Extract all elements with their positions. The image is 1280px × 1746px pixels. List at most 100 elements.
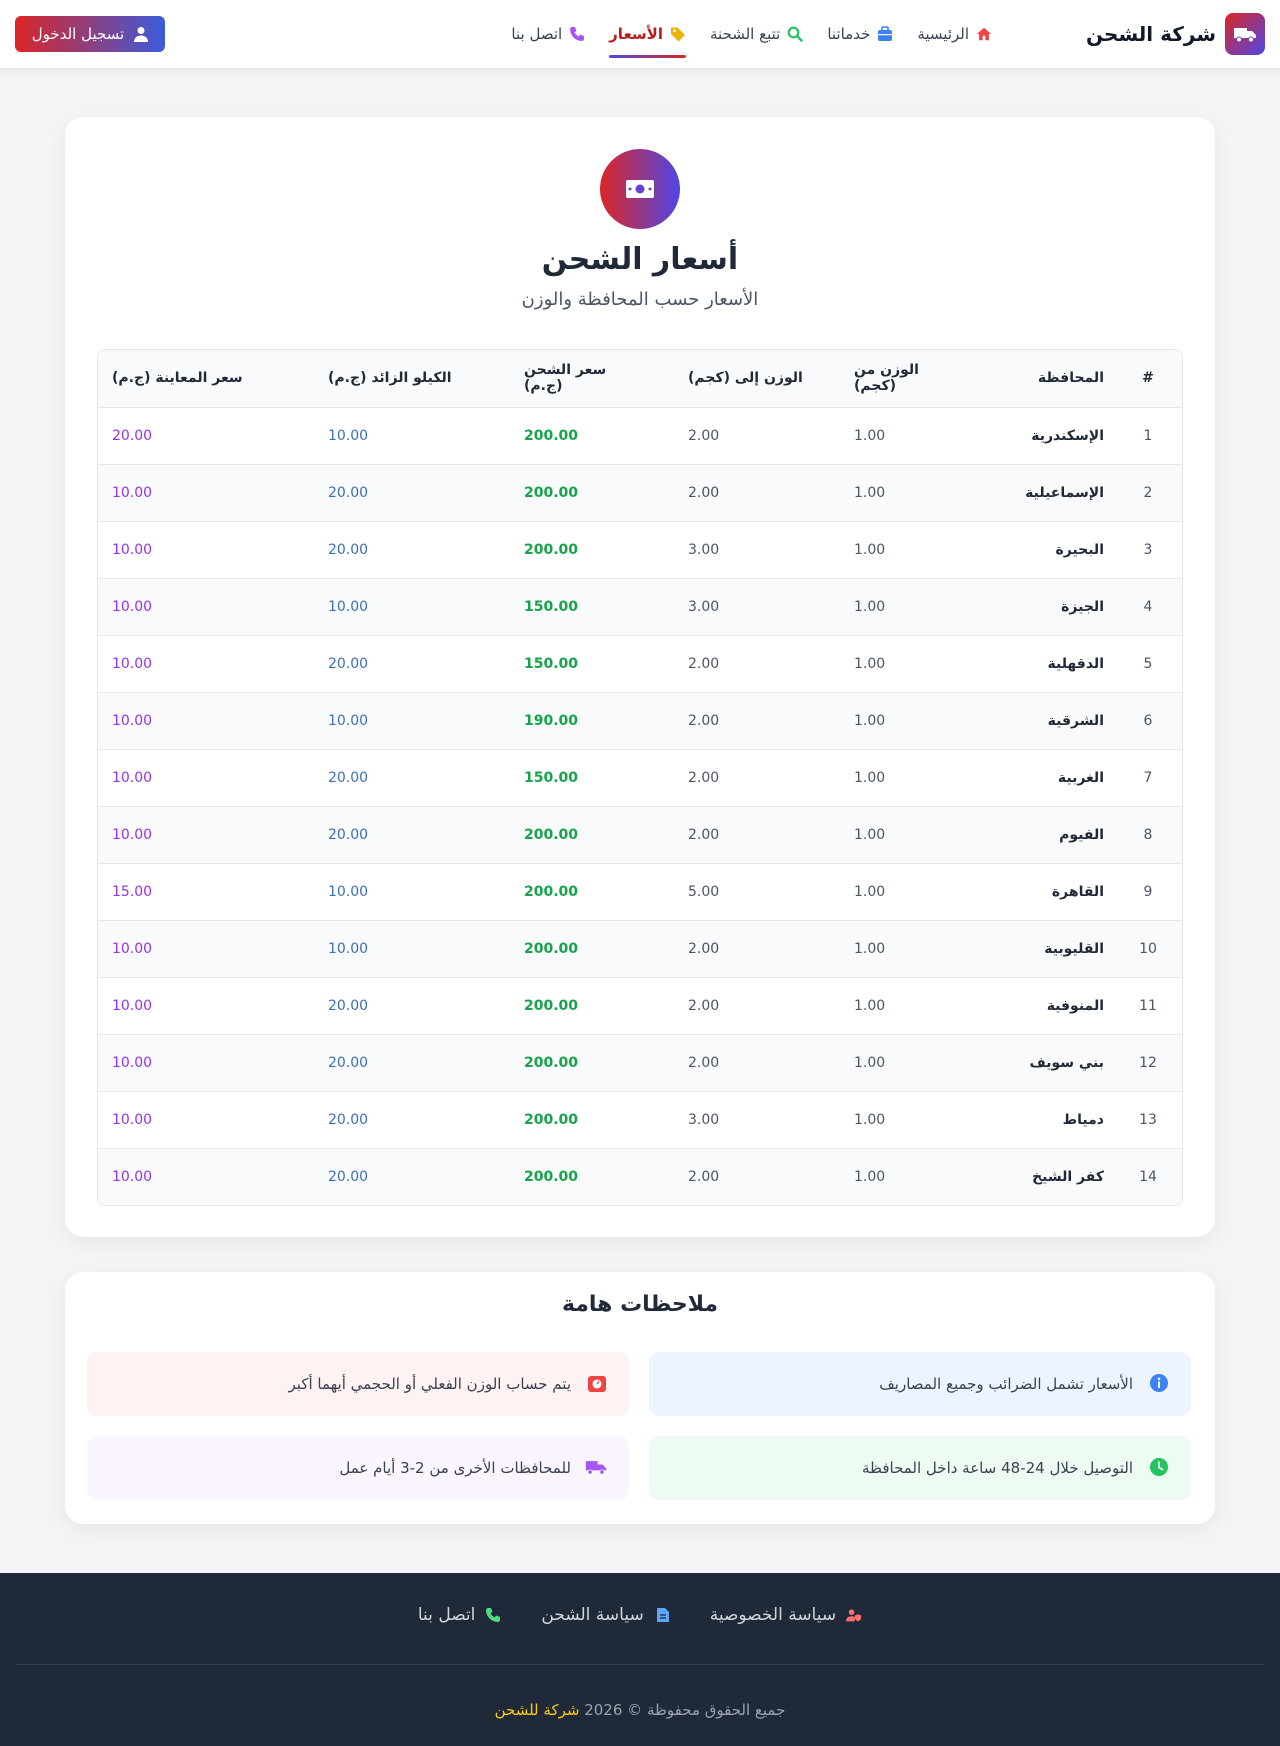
truck-icon <box>585 1457 607 1479</box>
table-row: 6 الشرقية 1.00 2.00 190.00 10.00 10.00 <box>98 692 1182 750</box>
col-header-index: # <box>1114 350 1182 408</box>
cell-weight-from: 1.00 <box>814 1034 974 1092</box>
note-weight-text: يتم حساب الوزن الفعلي أو الحجمي أيهما أك… <box>288 1375 571 1393</box>
table-header-row: # المحافظة الوزن من (كجم) الوزن إلى (كجم… <box>98 350 1182 408</box>
copyright-text: جميع الحقوق محفوظة © 2026 <box>584 1701 786 1719</box>
cell-index: 14 <box>1114 1148 1182 1205</box>
cell-weight-to: 2.00 <box>648 692 814 750</box>
cell-index: 5 <box>1114 635 1182 693</box>
cell-shipping-price: 200.00 <box>480 464 648 522</box>
footer-copyright: جميع الحقوق محفوظة © 2026 شركة للشحن <box>0 1701 1280 1719</box>
cell-extra-kilo: 10.00 <box>300 578 480 636</box>
home-icon <box>976 26 992 42</box>
note-delivery-time-text: التوصيل خلال 24-48 ساعة داخل المحافظة <box>861 1459 1133 1477</box>
cell-inspection-price: 10.00 <box>98 1034 300 1092</box>
cell-weight-to: 2.00 <box>648 977 814 1035</box>
cell-shipping-price: 150.00 <box>480 635 648 693</box>
cell-inspection-price: 10.00 <box>98 635 300 693</box>
cell-governorate: البحيرة <box>974 521 1114 579</box>
cell-shipping-price: 150.00 <box>480 749 648 807</box>
cell-extra-kilo: 20.00 <box>300 806 480 864</box>
nav-prices[interactable]: الأسعار <box>609 0 686 68</box>
brand[interactable]: شركة الشحن <box>1086 13 1265 55</box>
cell-inspection-price: 10.00 <box>98 806 300 864</box>
tag-icon <box>670 26 686 42</box>
cell-shipping-price: 200.00 <box>480 407 648 465</box>
cell-shipping-price: 200.00 <box>480 1148 648 1205</box>
cell-governorate: المنوفية <box>974 977 1114 1035</box>
cell-shipping-price: 200.00 <box>480 977 648 1035</box>
table-row: 9 القاهرة 1.00 5.00 200.00 10.00 15.00 <box>98 863 1182 921</box>
notes-card: ملاحظات هامة الأسعار تشمل الضرائب وجميع … <box>65 1272 1215 1524</box>
phone-icon <box>569 26 585 42</box>
footer-link-contact[interactable]: اتصل بنا <box>418 1605 502 1625</box>
cell-weight-to: 2.00 <box>648 1148 814 1205</box>
note-delivery-time: التوصيل خلال 24-48 ساعة داخل المحافظة <box>649 1436 1191 1500</box>
note-weight: يتم حساب الوزن الفعلي أو الحجمي أيهما أك… <box>87 1352 629 1416</box>
cell-governorate: بني سويف <box>974 1034 1114 1092</box>
cell-extra-kilo: 20.00 <box>300 977 480 1035</box>
cell-weight-from: 1.00 <box>814 578 974 636</box>
cell-shipping-price: 190.00 <box>480 692 648 750</box>
col-header-extra-kilo: الكيلو الزائد (ج.م) <box>300 350 480 408</box>
nav-track[interactable]: تتبع الشحنة <box>709 0 804 68</box>
login-button-label: تسجيل الدخول <box>31 25 125 43</box>
cell-inspection-price: 10.00 <box>98 521 300 579</box>
footer-link-shipping-policy[interactable]: سياسة الشحن <box>541 1605 669 1625</box>
cell-extra-kilo: 20.00 <box>300 1148 480 1205</box>
col-header-inspection-price: سعر المعاينة (ج.م) <box>98 350 300 408</box>
table-row: 14 كفر الشيخ 1.00 2.00 200.00 20.00 10.00 <box>98 1148 1182 1205</box>
page-subtitle: الأسعار حسب المحافظة والوزن <box>521 289 759 310</box>
cell-weight-from: 1.00 <box>814 749 974 807</box>
footer-divider <box>15 1664 1265 1665</box>
cell-governorate: القاهرة <box>974 863 1114 921</box>
user-icon <box>132 26 149 42</box>
cell-weight-from: 1.00 <box>814 977 974 1035</box>
cell-weight-from: 1.00 <box>814 863 974 921</box>
nav-track-label: تتبع الشحنة <box>709 25 781 43</box>
cell-index: 9 <box>1114 863 1182 921</box>
footer-link-privacy[interactable]: سياسة الخصوصية <box>710 1605 862 1625</box>
user-shield-icon <box>846 1607 862 1623</box>
phone-icon <box>485 1607 501 1623</box>
cell-extra-kilo: 10.00 <box>300 920 480 978</box>
cell-inspection-price: 10.00 <box>98 977 300 1035</box>
cell-governorate: دمياط <box>974 1091 1114 1149</box>
prices-card: أسعار الشحن الأسعار حسب المحافظة والوزن … <box>65 117 1215 1237</box>
cell-shipping-price: 200.00 <box>480 806 648 864</box>
cell-governorate: الإسماعيلية <box>974 464 1114 522</box>
table-row: 12 بني سويف 1.00 2.00 200.00 20.00 10.00 <box>98 1034 1182 1092</box>
cell-governorate: الغربية <box>974 749 1114 807</box>
nav-home[interactable]: الرئيسية <box>917 0 992 68</box>
clock-icon <box>1147 1457 1169 1479</box>
cell-weight-from: 1.00 <box>814 806 974 864</box>
cell-shipping-price: 150.00 <box>480 578 648 636</box>
nav-prices-label: الأسعار <box>609 25 663 43</box>
note-taxes-text: الأسعار تشمل الضرائب وجميع المصاريف <box>879 1375 1133 1393</box>
cell-governorate: الفيوم <box>974 806 1114 864</box>
cell-inspection-price: 10.00 <box>98 578 300 636</box>
cell-weight-from: 1.00 <box>814 1148 974 1205</box>
cell-weight-to: 2.00 <box>648 1034 814 1092</box>
cell-weight-to: 2.00 <box>648 635 814 693</box>
nav-services[interactable]: خدماتنا <box>827 0 893 68</box>
cell-inspection-price: 10.00 <box>98 1148 300 1205</box>
cell-inspection-price: 20.00 <box>98 407 300 465</box>
prices-table-body: 1 الإسكندرية 1.00 2.00 200.00 10.00 20.00 2 الإس… <box>98 407 1182 1205</box>
login-button[interactable]: تسجيل الدخول <box>15 16 165 52</box>
table-row: 10 القليوبية 1.00 2.00 200.00 10.00 10.00 <box>98 920 1182 978</box>
cell-governorate: الإسكندرية <box>974 407 1114 465</box>
table-row: 5 الدقهلية 1.00 2.00 150.00 20.00 10.00 <box>98 635 1182 693</box>
col-header-shipping-price: سعر الشحن (ج.م) <box>480 350 648 408</box>
cell-inspection-price: 10.00 <box>98 1091 300 1149</box>
table-row: 3 البحيرة 1.00 3.00 200.00 20.00 10.00 <box>98 521 1182 579</box>
cell-extra-kilo: 20.00 <box>300 749 480 807</box>
footer-link-shipping-policy-label: سياسة الشحن <box>541 1605 644 1625</box>
company-name: شركة للشحن <box>494 1701 580 1719</box>
cell-index: 7 <box>1114 749 1182 807</box>
cell-extra-kilo: 20.00 <box>300 464 480 522</box>
money-bill-icon <box>600 149 680 229</box>
cell-weight-to: 2.00 <box>648 749 814 807</box>
cell-index: 2 <box>1114 464 1182 522</box>
nav-contact[interactable]: اتصل بنا <box>511 0 585 68</box>
